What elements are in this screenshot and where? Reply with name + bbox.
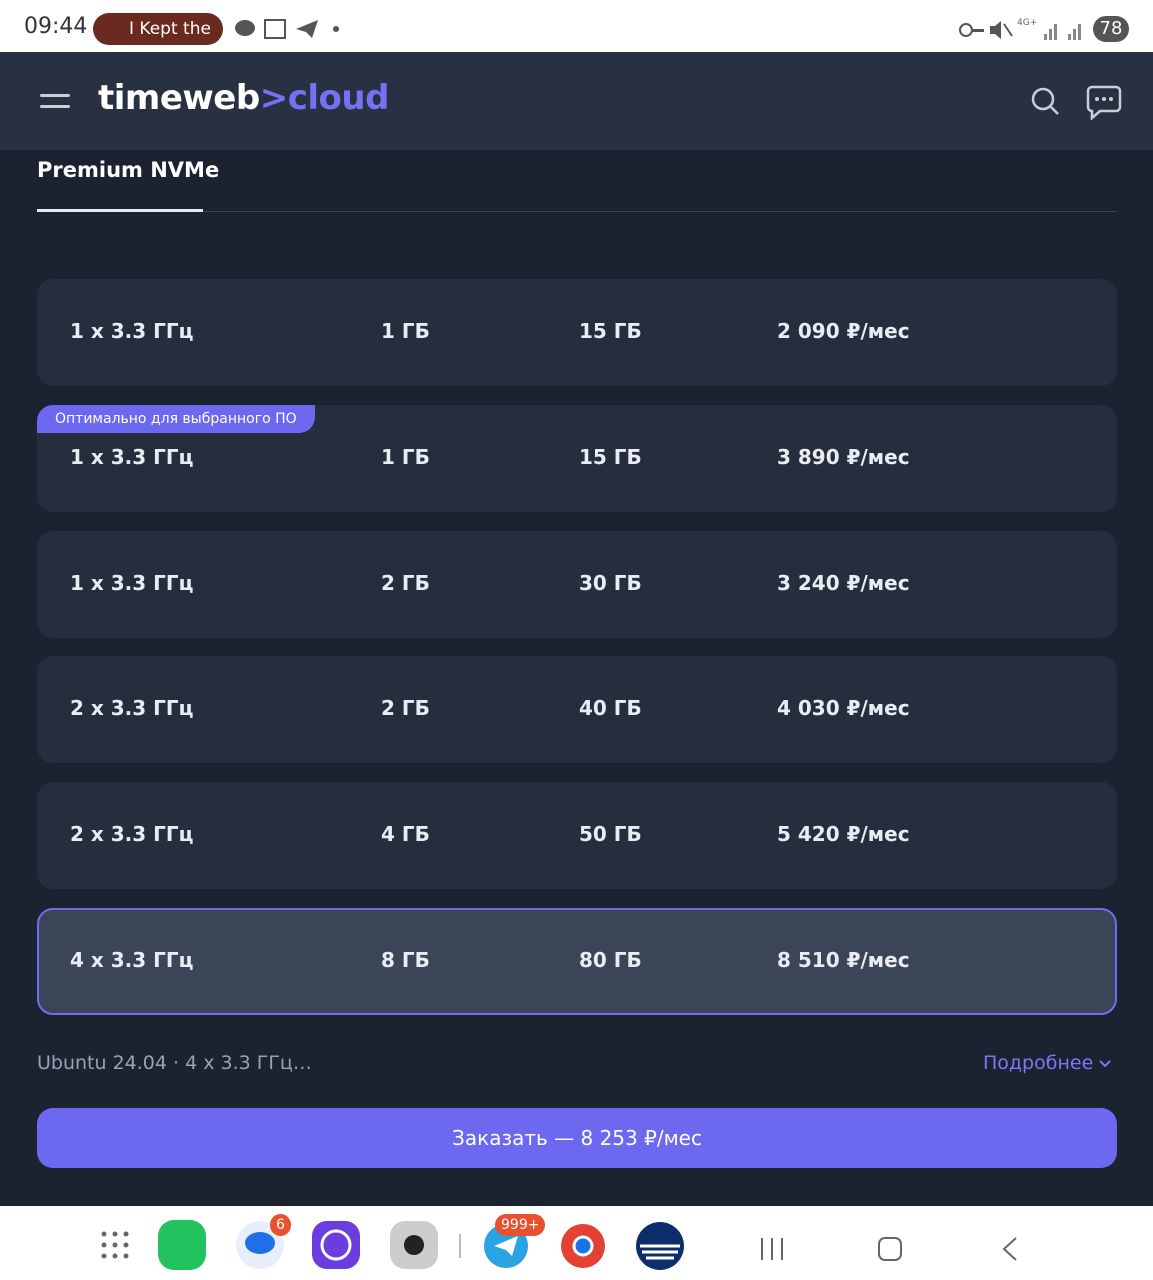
plan-row[interactable]: 4 x 3.3 ГГц 8 ГБ 80 ГБ 8 510 ₽/мес [37,908,1117,1015]
notification-pill[interactable]: I Kept the [93,13,223,45]
tab-indicator [37,209,203,212]
status-right-icons [959,21,1081,40]
search-button[interactable] [1030,86,1060,116]
logo[interactable]: timeweb>cloud [98,78,389,118]
app-header [0,52,1153,150]
messages-badge: 6 [270,1214,291,1236]
plan-price: 8 510 ₽/мес [777,948,910,972]
plan-ram: 4 ГБ [381,822,430,847]
more-link-text: Подробнее [983,1052,1094,1074]
plan-disk: 80 ГБ [579,948,642,972]
order-button[interactable]: Заказать — 8 253 ₽/мес [37,1108,1117,1168]
plan-row[interactable]: 2 x 3.3 ГГц 2 ГБ 40 ГБ 4 030 ₽/мес [37,656,1117,764]
telegram-badge: 999+ [495,1214,546,1236]
plan-ram: 2 ГБ [381,570,430,595]
plan-row[interactable]: 1 x 3.3 ГГц 2 ГБ 30 ГБ 3 240 ₽/мес [37,530,1117,638]
app-dock [101,1220,1017,1270]
plan-cpu: 4 x 3.3 ГГц [70,948,194,972]
plan-row[interactable]: 1 x 3.3 ГГц 1 ГБ 15 ГБ 3 890 ₽/мес Оптимальн… [37,404,1117,512]
plan-disk: 15 ГБ [579,444,642,469]
plan-disk: 15 ГБ [579,319,642,343]
plan-cpu: 2 x 3.3 ГГц [70,696,194,721]
tab[interactable]: Premium NVMe [37,158,220,182]
chat-button[interactable] [1086,84,1122,120]
plan-cpu: 1 x 3.3 ГГц [70,444,194,469]
more-link[interactable]: Подробнее [983,1052,1112,1074]
plan-cpu: 2 x 3.3 ГГц [70,822,194,847]
battery: 78 [1093,16,1129,42]
plan-price: 5 420 ₽/мес [777,822,910,847]
plan-badge: Оптимально для выбранного ПО [37,404,315,433]
tab-divider [37,211,1117,212]
logo-arrow: > [259,78,289,118]
network-type: 4G+ [1017,18,1038,28]
plan-cpu: 1 x 3.3 ГГц [70,319,194,343]
plan-ram: 8 ГБ [381,948,430,972]
plan-price: 3 240 ₽/мес [777,570,910,595]
plan-disk: 30 ГБ [579,570,642,595]
plan-row[interactable]: 2 x 3.3 ГГц 4 ГБ 50 ГБ 5 420 ₽/мес [37,782,1117,890]
summary: Ubuntu 24.04 · 4 x 3.3 ГГц… [37,1052,312,1074]
plan-ram: 2 ГБ [381,696,430,721]
chevron [1099,1060,1112,1068]
logo-accent: cloud [287,78,390,118]
status-bar: 09:44 I Kept the 4G+ 78 [0,0,1153,52]
plan-row[interactable]: 1 x 3.3 ГГц 1 ГБ 15 ГБ 2 090 ₽/мес [37,279,1117,386]
plan-price: 2 090 ₽/мес [777,319,910,343]
plan-ram: 1 ГБ [381,444,430,469]
plan-disk: 50 ГБ [579,822,642,847]
logo-main: timeweb [98,78,260,118]
plan-price: 3 890 ₽/мес [777,444,910,469]
plan-ram: 1 ГБ [381,319,430,343]
plan-disk: 40 ГБ [579,696,642,721]
clock: 09:44 [24,14,88,39]
nav-bar: 6 999+ [0,1206,1153,1280]
menu-button[interactable] [40,92,70,112]
plan-cpu: 1 x 3.3 ГГц [70,570,194,595]
plan-price: 4 030 ₽/мес [777,696,910,721]
status-icons [235,19,339,39]
